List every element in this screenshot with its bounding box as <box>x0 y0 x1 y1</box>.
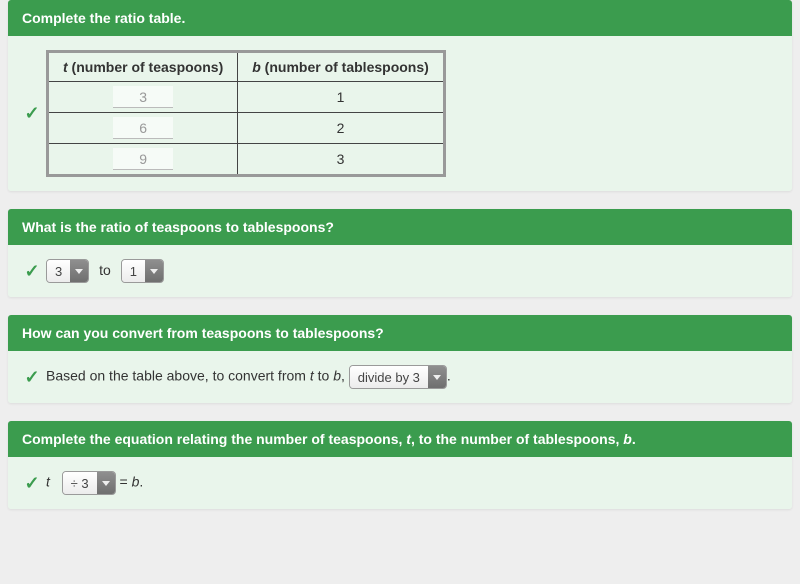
ratio-dd-1-value: 3 <box>47 260 70 282</box>
chevron-down-icon <box>428 366 446 388</box>
eq-period: . <box>139 474 143 490</box>
convert-dd-value: divide by 3 <box>350 366 428 388</box>
card4-body: ✓ t ÷ 3 = b. <box>8 457 792 509</box>
convert-text-comma: , <box>341 368 349 384</box>
card3-content: Based on the table above, to convert fro… <box>46 365 778 389</box>
b-cell-1: 1 <box>238 82 445 113</box>
table-row: 3 <box>48 144 445 176</box>
col2-header: b (number of tablespoons) <box>238 52 445 82</box>
card4-content: t ÷ 3 = b. <box>46 471 778 495</box>
card4-title-b: b <box>623 431 632 447</box>
col1-header: t (number of teaspoons) <box>48 52 238 82</box>
convert-text-before: Based on the table above, to convert fro… <box>46 368 310 384</box>
t-input-2[interactable] <box>113 117 173 139</box>
card4-header: Complete the equation relating the numbe… <box>8 421 792 457</box>
ratio-dd-2-value: 1 <box>122 260 145 282</box>
card2-header: What is the ratio of teaspoons to tables… <box>8 209 792 245</box>
card1-body: ✓ t (number of teaspoons) b (number of t… <box>8 36 792 191</box>
col2-var: b <box>252 59 261 75</box>
card-ratio: What is the ratio of teaspoons to tables… <box>8 209 792 297</box>
card-equation: Complete the equation relating the numbe… <box>8 421 792 509</box>
check-icon: ✓ <box>18 473 46 494</box>
ratio-sep: to <box>99 262 111 278</box>
ratio-table: t (number of teaspoons) b (number of tab… <box>46 50 446 177</box>
card3-header: How can you convert from teaspoons to ta… <box>8 315 792 351</box>
chevron-down-icon <box>70 260 88 282</box>
card4-title-after: . <box>632 431 636 447</box>
card2-content: 3 to 1 <box>46 259 778 283</box>
eq-var-t: t <box>46 474 50 490</box>
b-cell-2: 2 <box>238 113 445 144</box>
check-icon: ✓ <box>18 367 46 388</box>
col1-rest: (number of teaspoons) <box>68 59 224 75</box>
chevron-down-icon <box>97 472 115 494</box>
card-ratio-table: Complete the ratio table. ✓ t (number of… <box>8 0 792 191</box>
col2-rest: (number of tablespoons) <box>261 59 429 75</box>
eq-equals: = <box>120 474 132 490</box>
card1-header: Complete the ratio table. <box>8 0 792 36</box>
check-icon: ✓ <box>18 261 46 282</box>
ratio-dd-1[interactable]: 3 <box>46 259 89 283</box>
card-convert: How can you convert from teaspoons to ta… <box>8 315 792 403</box>
table-row: 1 <box>48 82 445 113</box>
convert-var-b: b <box>333 368 341 384</box>
card1-content: t (number of teaspoons) b (number of tab… <box>46 50 778 177</box>
convert-text-after: . <box>447 368 451 384</box>
table-row: 2 <box>48 113 445 144</box>
ratio-dd-2[interactable]: 1 <box>121 259 164 283</box>
chevron-down-icon <box>145 260 163 282</box>
t-input-3[interactable] <box>113 148 173 170</box>
card3-body: ✓ Based on the table above, to convert f… <box>8 351 792 403</box>
b-cell-3: 3 <box>238 144 445 176</box>
eq-dd[interactable]: ÷ 3 <box>62 471 116 495</box>
card4-title-before: Complete the equation relating the numbe… <box>22 431 406 447</box>
convert-dd[interactable]: divide by 3 <box>349 365 447 389</box>
convert-text-mid: to <box>314 368 333 384</box>
check-icon: ✓ <box>18 103 46 124</box>
card2-body: ✓ 3 to 1 <box>8 245 792 297</box>
card4-title-mid: , to the number of tablespoons, <box>411 431 623 447</box>
eq-dd-value: ÷ 3 <box>63 472 97 494</box>
t-input-1[interactable] <box>113 86 173 108</box>
